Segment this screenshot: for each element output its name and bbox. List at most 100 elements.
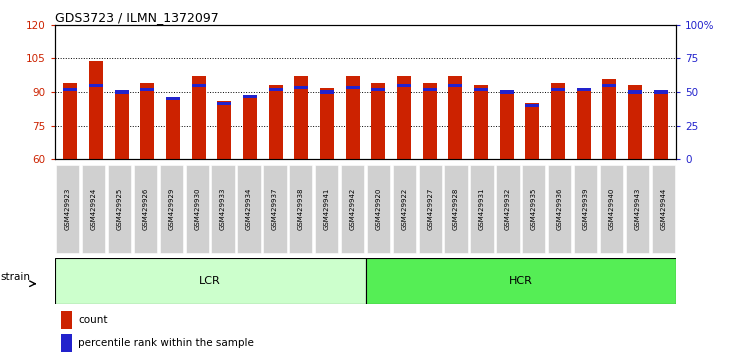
Text: GSM429928: GSM429928 [453, 188, 459, 230]
FancyBboxPatch shape [522, 165, 545, 253]
Bar [166, 97, 180, 101]
Bar [397, 84, 411, 87]
Text: GSM429935: GSM429935 [531, 188, 537, 230]
Bar [628, 85, 642, 159]
Text: GSM429926: GSM429926 [143, 188, 148, 230]
Bar [166, 97, 180, 159]
Text: GSM429922: GSM429922 [401, 188, 407, 230]
FancyBboxPatch shape [600, 165, 623, 253]
Text: HCR: HCR [509, 276, 533, 286]
Text: GSM429944: GSM429944 [660, 188, 666, 230]
Text: GSM429933: GSM429933 [220, 188, 226, 230]
Bar [397, 76, 411, 159]
FancyBboxPatch shape [56, 165, 80, 253]
Bar [192, 76, 205, 159]
FancyBboxPatch shape [211, 165, 235, 253]
Text: GSM429931: GSM429931 [479, 188, 485, 230]
Bar [366, 258, 676, 304]
Bar [295, 86, 308, 89]
FancyBboxPatch shape [134, 165, 157, 253]
FancyBboxPatch shape [108, 165, 131, 253]
Bar [602, 84, 616, 87]
Text: GSM429932: GSM429932 [505, 188, 511, 230]
Bar [243, 97, 257, 159]
FancyBboxPatch shape [444, 165, 468, 253]
Bar [217, 102, 231, 105]
Text: GSM429925: GSM429925 [116, 188, 123, 230]
Bar [577, 88, 591, 91]
Text: GSM429924: GSM429924 [91, 188, 96, 230]
Text: GSM429940: GSM429940 [608, 188, 615, 230]
Bar [526, 104, 539, 107]
Bar [61, 334, 72, 352]
Text: GSM429936: GSM429936 [557, 188, 563, 230]
FancyBboxPatch shape [496, 165, 520, 253]
Text: GSM429941: GSM429941 [324, 188, 330, 230]
Bar [500, 90, 514, 94]
FancyBboxPatch shape [651, 165, 675, 253]
Bar [551, 88, 565, 91]
Bar [628, 90, 642, 94]
Text: strain: strain [0, 272, 30, 282]
Text: LCR: LCR [200, 276, 221, 286]
Text: GSM429939: GSM429939 [583, 188, 588, 230]
Text: GDS3723 / ILMN_1372097: GDS3723 / ILMN_1372097 [55, 11, 219, 24]
Text: GSM429934: GSM429934 [246, 188, 252, 230]
FancyBboxPatch shape [186, 165, 209, 253]
Bar [474, 88, 488, 91]
Bar [500, 90, 514, 159]
FancyBboxPatch shape [82, 165, 105, 253]
Bar [448, 84, 463, 87]
FancyBboxPatch shape [574, 165, 597, 253]
Bar [63, 83, 77, 159]
FancyBboxPatch shape [470, 165, 493, 253]
Bar [602, 79, 616, 159]
Text: GSM429930: GSM429930 [194, 188, 200, 230]
FancyBboxPatch shape [626, 165, 649, 253]
Bar [320, 90, 334, 94]
Bar [654, 90, 668, 159]
Text: GSM429942: GSM429942 [349, 188, 355, 230]
Text: GSM429929: GSM429929 [168, 188, 174, 230]
Bar [63, 88, 77, 91]
Bar [268, 88, 283, 91]
Text: count: count [78, 315, 108, 325]
Bar [371, 88, 385, 91]
Bar [526, 103, 539, 159]
Text: GSM429920: GSM429920 [376, 188, 382, 230]
Bar [61, 311, 72, 329]
Bar [423, 88, 436, 91]
Text: GSM429937: GSM429937 [272, 188, 278, 230]
FancyBboxPatch shape [159, 165, 183, 253]
Text: GSM429923: GSM429923 [65, 188, 71, 230]
FancyBboxPatch shape [341, 165, 364, 253]
Bar [346, 86, 360, 89]
Bar [295, 76, 308, 159]
Bar [474, 85, 488, 159]
Bar [115, 90, 129, 94]
FancyBboxPatch shape [367, 165, 390, 253]
Bar [115, 90, 129, 159]
Bar [268, 85, 283, 159]
Bar [140, 88, 154, 91]
Bar [89, 84, 103, 87]
Bar [55, 258, 366, 304]
FancyBboxPatch shape [289, 165, 312, 253]
Bar [140, 83, 154, 159]
Text: GSM429938: GSM429938 [298, 188, 304, 230]
Bar [192, 84, 205, 87]
Bar [423, 83, 436, 159]
Bar [551, 83, 565, 159]
Bar [243, 95, 257, 98]
FancyBboxPatch shape [393, 165, 416, 253]
FancyBboxPatch shape [238, 165, 261, 253]
Text: GSM429943: GSM429943 [635, 188, 640, 230]
Text: GSM429927: GSM429927 [427, 188, 433, 230]
FancyBboxPatch shape [263, 165, 287, 253]
Bar [654, 90, 668, 94]
Bar [320, 87, 334, 159]
Bar [346, 76, 360, 159]
Bar [577, 87, 591, 159]
FancyBboxPatch shape [419, 165, 442, 253]
Bar [448, 76, 463, 159]
